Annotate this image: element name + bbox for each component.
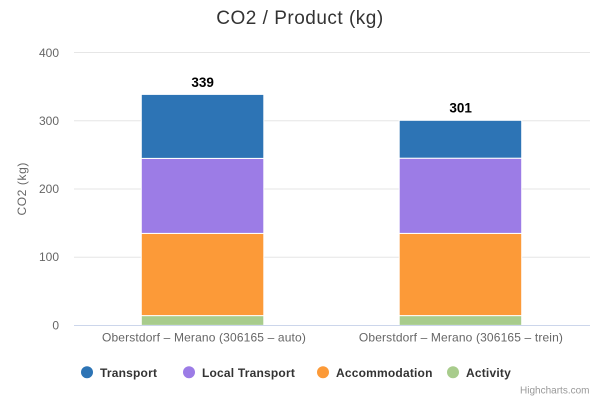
svg-text:CO2 / Product (kg): CO2 / Product (kg) [216, 8, 383, 29]
svg-text:CO2 (kg): CO2 (kg) [15, 162, 29, 215]
svg-text:301: 301 [449, 101, 472, 116]
svg-text:400: 400 [39, 46, 59, 60]
svg-text:339: 339 [191, 75, 214, 90]
svg-text:Oberstdorf – Merano (306165 –: Oberstdorf – Merano (306165 – trein) [359, 330, 563, 344]
svg-text:300: 300 [39, 114, 59, 128]
svg-text:200: 200 [39, 182, 59, 196]
svg-text:Activity: Activity [466, 366, 511, 380]
svg-text:Transport: Transport [100, 366, 157, 380]
svg-text:100: 100 [39, 250, 59, 264]
svg-text:0: 0 [52, 318, 59, 332]
svg-text:Local Transport: Local Transport [202, 366, 295, 380]
svg-text:Accommodation: Accommodation [336, 366, 433, 380]
svg-text:Highcharts.com: Highcharts.com [520, 386, 589, 397]
svg-text:Oberstdorf – Merano (306165 –: Oberstdorf – Merano (306165 – auto) [102, 330, 306, 344]
